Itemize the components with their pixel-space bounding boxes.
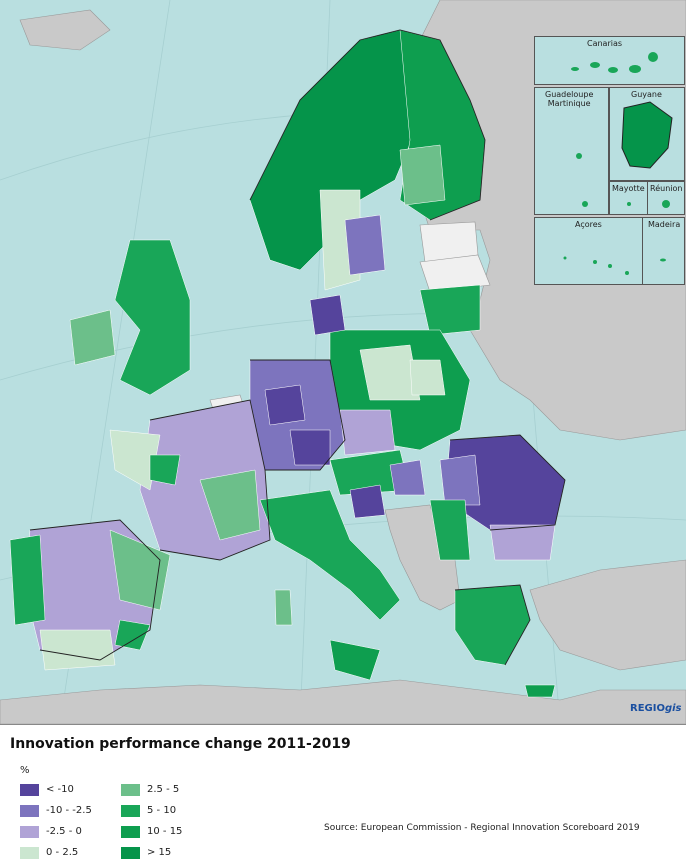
legend-label: < -10	[46, 784, 74, 795]
legend-label: 0 - 2.5	[46, 847, 79, 858]
source-note: Source: European Commission - Regional I…	[324, 823, 640, 833]
inset-canarias: Canarias	[534, 36, 685, 85]
acores-islands	[563, 256, 629, 275]
legend-title: Innovation performance change 2011-2019	[10, 736, 351, 752]
legend-swatch	[121, 783, 140, 796]
latvia-land	[419, 254, 491, 293]
legend-item: 0 - 2.5	[20, 846, 78, 859]
inset-acores: Açores	[534, 217, 643, 285]
legend-item: 10 - 15	[121, 825, 182, 838]
legend-label: 10 - 15	[147, 826, 183, 837]
legend-item: < -10	[20, 783, 74, 796]
legend-unit: %	[20, 765, 30, 776]
inset-label-canarias: Canarias	[587, 39, 623, 48]
legend-item: -10 - -2.5	[20, 804, 92, 817]
legend-label: -2.5 - 0	[46, 826, 82, 837]
map-frame: Canarias Guadeloupe Martinique Guyane Ma…	[0, 0, 686, 725]
legend-item: 5 - 10	[121, 804, 176, 817]
legend-swatch	[121, 846, 140, 859]
legend-swatch	[121, 804, 140, 817]
guyane-shape	[621, 101, 673, 169]
inset-label-guadeloupe-martinique: Guadeloupe Martinique	[545, 90, 594, 108]
inset-reunion: Réunion	[647, 181, 685, 215]
turkey-land	[529, 559, 686, 671]
legend-swatch	[121, 825, 140, 838]
inset-label-guyane: Guyane	[631, 90, 662, 99]
iceland-land	[19, 9, 111, 51]
inset-label-acores: Açores	[575, 220, 602, 229]
africa-land	[0, 679, 686, 724]
regiogis-logo: REGIOgis	[630, 703, 682, 714]
madeira-island	[660, 258, 666, 262]
inset-guyane: Guyane	[609, 87, 685, 181]
legend-swatch	[20, 783, 39, 796]
legend-swatch	[20, 804, 39, 817]
legend-item: 2.5 - 5	[121, 783, 179, 796]
legend-item: -2.5 - 0	[20, 825, 82, 838]
inset-mayotte: Mayotte	[609, 181, 648, 215]
legend-label: 2.5 - 5	[147, 784, 180, 795]
legend-label: 5 - 10	[147, 805, 177, 816]
legend-label: -10 - -2.5	[46, 805, 92, 816]
inset-label-madeira: Madeira	[648, 220, 681, 229]
inset-guadeloupe-martinique: Guadeloupe Martinique	[534, 87, 609, 215]
inset-label-reunion: Réunion	[650, 184, 683, 193]
legend-item: > 15	[121, 846, 171, 859]
caribbean-islands	[576, 153, 588, 207]
legend-swatch	[20, 846, 39, 859]
canarias-islands	[571, 52, 658, 73]
inset-madeira: Madeira	[642, 217, 685, 285]
legend-swatch	[20, 825, 39, 838]
legend-label: > 15	[147, 847, 172, 858]
reunion-island	[662, 200, 670, 208]
inset-label-mayotte: Mayotte	[612, 184, 645, 193]
mayotte-island	[627, 202, 631, 206]
